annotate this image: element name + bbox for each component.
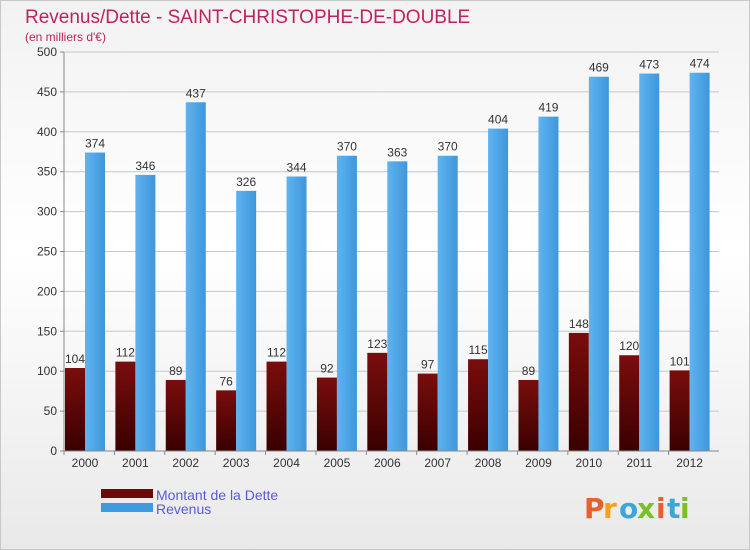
data-label: 148 bbox=[569, 317, 589, 331]
bar-revenus bbox=[538, 116, 559, 451]
bar-revenus bbox=[185, 102, 206, 452]
bar-revenus bbox=[135, 174, 156, 451]
bar-revenus bbox=[286, 176, 307, 451]
logo-letter: P bbox=[584, 492, 605, 525]
bar-debt bbox=[266, 361, 287, 451]
data-label: 97 bbox=[421, 358, 435, 372]
y-tick-label: 100 bbox=[37, 364, 57, 378]
data-label: 89 bbox=[522, 364, 536, 378]
data-label: 112 bbox=[267, 346, 286, 360]
x-tick-label: 2008 bbox=[475, 456, 502, 470]
bars: 104 374 112 346 89 437 76 326 112 344 92 370 123 363 9… bbox=[65, 57, 710, 452]
bar-debt bbox=[367, 352, 388, 451]
logo-letter: o bbox=[619, 492, 638, 525]
bar-debt bbox=[316, 377, 337, 451]
legend-label-debt: Montant de la Dette bbox=[156, 487, 278, 503]
proxiti-logo: Pr ox i t i bbox=[584, 492, 690, 525]
bar-revenus bbox=[689, 72, 710, 452]
data-label: 363 bbox=[387, 145, 407, 159]
x-axis: 2000 2001 2002 2003 2004 2005 2006 2007 2008 2009… bbox=[63, 450, 719, 470]
data-label: 326 bbox=[236, 175, 256, 189]
chart-subtitle: (en milliers d'€) bbox=[25, 30, 106, 44]
x-tick-label: 2006 bbox=[374, 456, 401, 470]
logo-letter: r bbox=[603, 492, 617, 525]
data-label: 115 bbox=[469, 343, 488, 357]
data-label: 473 bbox=[639, 58, 659, 72]
y-tick-label: 50 bbox=[44, 404, 58, 418]
data-label: 92 bbox=[320, 362, 334, 376]
bar-debt bbox=[216, 390, 237, 451]
bar-debt bbox=[417, 373, 438, 451]
x-tick-label: 2010 bbox=[575, 456, 602, 470]
data-label: 89 bbox=[169, 364, 183, 378]
x-tick-label: 2009 bbox=[525, 456, 552, 470]
data-label: 123 bbox=[367, 337, 387, 351]
bar-debt bbox=[669, 370, 690, 451]
legend-swatch-revenus bbox=[101, 503, 153, 512]
data-label: 120 bbox=[619, 339, 639, 353]
x-tick-label: 2001 bbox=[122, 456, 149, 470]
data-label: 104 bbox=[65, 352, 85, 366]
bar-debt bbox=[518, 379, 539, 451]
legend-label-revenus: Revenus bbox=[156, 501, 211, 517]
bar-revenus bbox=[437, 155, 458, 452]
x-tick-label: 2005 bbox=[324, 456, 351, 470]
data-label: 437 bbox=[186, 86, 206, 100]
bar-debt bbox=[115, 361, 136, 451]
logo-letter: t bbox=[667, 492, 680, 525]
legend-swatch-debt bbox=[101, 489, 153, 498]
legend: Montant de la Dette Revenus bbox=[101, 487, 278, 517]
y-tick-label: 500 bbox=[37, 45, 57, 59]
bar-revenus bbox=[85, 152, 105, 451]
data-label: 404 bbox=[488, 113, 508, 127]
data-label: 346 bbox=[135, 159, 155, 173]
y-axis: 0 50 100 150 200 250 300 350 400 450 500 bbox=[37, 45, 65, 458]
x-tick-label: 2007 bbox=[424, 456, 451, 470]
y-tick-label: 250 bbox=[37, 245, 57, 259]
chart-title: Revenus/Dette - SAINT-CHRISTOPHE-DE-DOUB… bbox=[25, 7, 470, 28]
y-tick-label: 300 bbox=[37, 205, 57, 219]
bar-revenus bbox=[488, 128, 509, 451]
data-label: 474 bbox=[690, 57, 710, 71]
bar-revenus bbox=[387, 161, 408, 452]
bar-revenus bbox=[336, 155, 357, 452]
data-label: 370 bbox=[337, 140, 357, 154]
bar-debt bbox=[619, 355, 640, 451]
y-tick-label: 400 bbox=[37, 125, 57, 139]
data-label: 419 bbox=[538, 101, 558, 115]
data-label: 469 bbox=[589, 61, 609, 75]
x-tick-label: 2004 bbox=[273, 456, 300, 470]
bar-revenus bbox=[236, 190, 257, 452]
y-tick-label: 0 bbox=[50, 444, 57, 458]
data-label: 76 bbox=[219, 374, 233, 388]
bar-revenus bbox=[639, 73, 660, 452]
bar-debt bbox=[165, 379, 186, 451]
bar-revenus bbox=[588, 76, 609, 451]
data-label: 112 bbox=[116, 346, 135, 360]
bar-debt bbox=[65, 368, 85, 451]
y-tick-label: 200 bbox=[37, 284, 57, 298]
data-label: 344 bbox=[287, 160, 307, 174]
y-tick-label: 350 bbox=[37, 165, 57, 179]
logo-letter: i bbox=[680, 492, 690, 525]
x-tick-label: 2000 bbox=[72, 456, 99, 470]
data-label: 374 bbox=[85, 137, 105, 151]
data-label: 370 bbox=[438, 140, 458, 154]
x-tick-label: 2002 bbox=[172, 456, 199, 470]
y-tick-label: 450 bbox=[37, 85, 57, 99]
bar-debt bbox=[468, 359, 489, 451]
x-tick-label: 2012 bbox=[676, 456, 703, 470]
y-tick-label: 150 bbox=[37, 324, 57, 338]
logo-letter: x bbox=[637, 492, 655, 525]
data-label: 101 bbox=[670, 354, 690, 368]
x-tick-label: 2011 bbox=[626, 456, 652, 470]
x-tick-label: 2003 bbox=[223, 456, 250, 470]
bar-debt bbox=[568, 332, 589, 451]
logo-letter: i bbox=[656, 492, 666, 525]
